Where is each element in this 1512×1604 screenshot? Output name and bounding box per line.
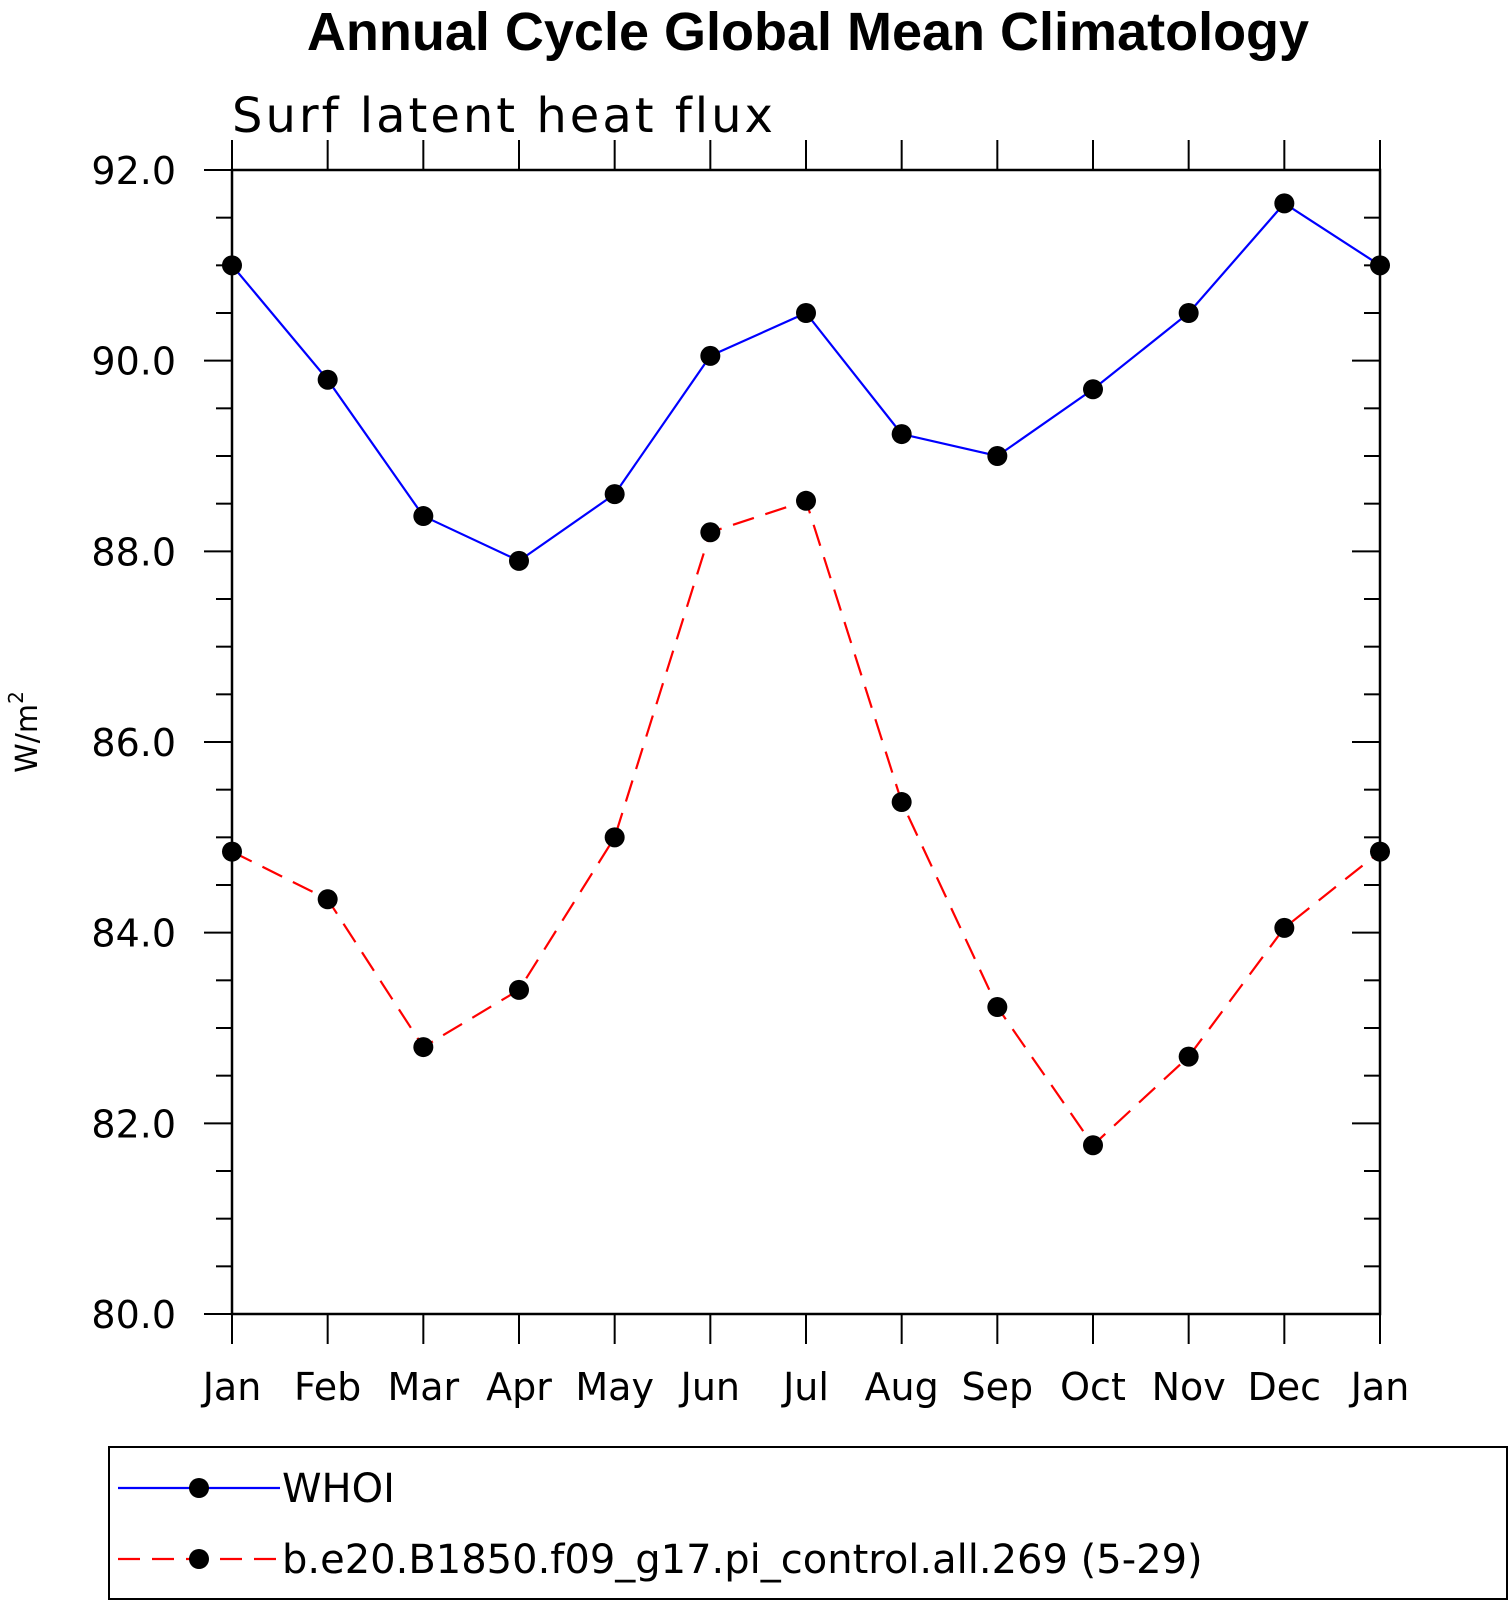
chart-subtitle: Surf latent heat flux (232, 88, 776, 144)
data-point (604, 827, 625, 848)
series-layer (222, 193, 1390, 1156)
svg-text:W/m2: W/m2 (4, 691, 45, 773)
data-point (604, 484, 625, 505)
chart-title: Annual Cycle Global Mean Climatology (307, 2, 1309, 62)
x-tick-label: Oct (1060, 1365, 1126, 1409)
x-tick-label: Mar (387, 1365, 459, 1409)
data-point (509, 550, 529, 571)
data-point (796, 490, 816, 511)
data-point (987, 997, 1008, 1018)
x-tick-label: Dec (1248, 1365, 1322, 1409)
data-point (700, 522, 721, 543)
data-point (317, 889, 338, 910)
data-point (1274, 917, 1295, 938)
data-point (700, 345, 721, 366)
legend-marker-2 (189, 1549, 209, 1569)
data-point (987, 446, 1008, 466)
x-tick-label: Aug (865, 1365, 939, 1409)
axes: 80.0 82.0 84.0 86.0 88.0 90.0 92.0 Jan Feb Mar Apr… (91, 140, 1409, 1409)
y-axis-label-text: W/m (10, 704, 45, 773)
y-tick-label: 84.0 (91, 912, 176, 956)
data-point (1370, 255, 1390, 276)
data-point (1178, 1046, 1199, 1067)
series-1 (222, 193, 1390, 571)
data-point (1178, 303, 1199, 323)
y-tick-label: 90.0 (91, 340, 176, 384)
x-tick-label: Nov (1152, 1365, 1226, 1409)
x-tick-label: Jan (1349, 1365, 1410, 1409)
legend-box (108, 1446, 1508, 1600)
data-point (413, 1037, 434, 1058)
x-tick-label: Jan (201, 1365, 262, 1409)
data-point (1370, 841, 1390, 862)
y-tick-label: 88.0 (91, 530, 176, 574)
x-tick-label: Apr (486, 1365, 552, 1409)
x-tick-label: May (575, 1365, 654, 1409)
data-point (891, 424, 912, 445)
data-point (1274, 193, 1295, 214)
data-point (1083, 1135, 1103, 1156)
x-tick-label: Feb (294, 1365, 361, 1409)
x-tick-label: Jul (781, 1365, 829, 1409)
y-axis-label-superscript: 2 (4, 691, 28, 704)
data-point (222, 841, 242, 862)
legend-marker-1 (189, 1478, 209, 1498)
legend: WHOI b.e20.B1850.f09_g17.pi_control.all.2… (108, 1446, 1508, 1600)
data-point (413, 506, 434, 527)
x-tick-label: Sep (962, 1365, 1034, 1409)
y-tick-label: 86.0 (91, 721, 176, 765)
data-point (796, 303, 816, 323)
y-tick-label: 80.0 (91, 1293, 176, 1337)
series-2 (222, 490, 1390, 1156)
series-line (231, 499, 1381, 1147)
data-point (1083, 379, 1103, 400)
legend-label-2: b.e20.B1850.f09_g17.pi_control.all.269 (… (282, 1537, 1203, 1583)
y-axis-label: W/m2 (4, 691, 45, 773)
plot-frame (230, 168, 1382, 1316)
legend-label-1: WHOI (282, 1466, 395, 1512)
y-tick-label: 92.0 (91, 149, 176, 193)
data-point (317, 369, 338, 390)
x-tick-label: Jun (679, 1365, 740, 1409)
y-tick-label: 82.0 (91, 1102, 176, 1146)
data-point (509, 979, 529, 1000)
data-point (222, 255, 242, 276)
data-point (891, 792, 912, 813)
